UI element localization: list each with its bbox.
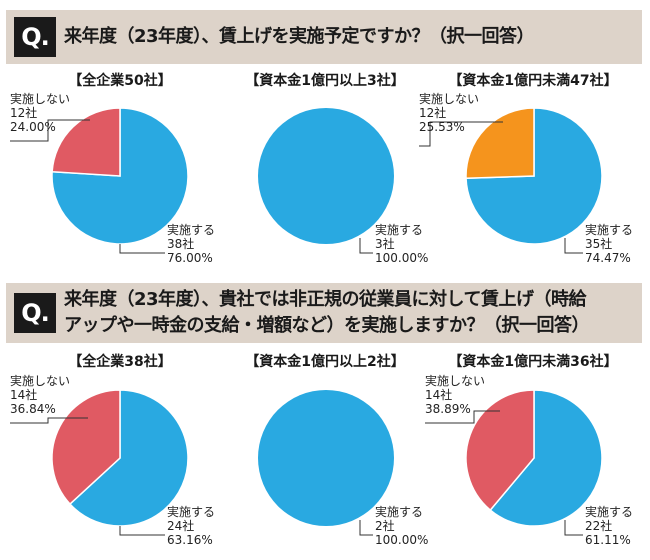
question-2-line-1: 来年度（23年度）、貴社では非正規の従業員に対して賃上げ（時給 <box>64 289 587 310</box>
pie-1-slice-1-leader-line <box>119 244 165 254</box>
question-1-line-1: 来年度（23年度）、賃上げを実施予定ですか？（択一回答） <box>64 26 535 47</box>
pie-6-slice-1-label: 実施する 22社 61.11% <box>585 505 634 547</box>
question-1-text: 来年度（23年度）、賃上げを実施予定ですか？（択一回答） <box>64 24 535 50</box>
pie-3-slice-2-leader-line <box>419 121 503 147</box>
question-1-badge: Q. <box>14 17 56 57</box>
pie-5-slice-1-leader-line <box>359 520 373 536</box>
pie-6-slice-2 <box>465 389 535 512</box>
pie-6-title: 【資本金1億円未満36社】 <box>448 354 618 370</box>
pie-1-title: 【全企業50社】 <box>68 73 172 89</box>
pie-4-slice-2-label: 実施しない 14社 36.84% <box>10 374 71 416</box>
pie-6-slice-1 <box>489 389 603 527</box>
pie-2-slice-1-label: 実施する 3社 100.00% <box>375 223 429 265</box>
pie-2-slice-1-leader-line <box>359 238 373 254</box>
question-2-badge: Q. <box>14 293 56 333</box>
pie-6-slice-2-label: 実施しない 14社 38.89% <box>425 374 486 416</box>
pie-5-slice-1-label: 実施する 2社 100.00% <box>375 505 429 547</box>
pie-3-slice-2 <box>465 107 535 180</box>
question-1-bar: Q. 来年度（23年度）、賃上げを実施予定ですか？（択一回答） <box>6 10 642 64</box>
pie-4-slice-1 <box>68 389 189 527</box>
pie-6-slice-1-leader-line <box>564 520 583 536</box>
question-2-line-2: アップや一時金の支給・増額など）を実施しますか？（択一回答） <box>64 315 590 336</box>
pie-4-slice-2 <box>51 389 121 506</box>
pie-3-slice-1-label: 実施する 35社 74.47% <box>585 223 634 265</box>
pie-2-title: 【資本金1億円以上3社】 <box>245 73 405 89</box>
pie-1-slice-1-label: 実施する 38社 76.00% <box>167 223 216 265</box>
pie-5-title: 【資本金1億円以上2社】 <box>245 354 405 370</box>
pie-4-title: 【全企業38社】 <box>68 354 172 370</box>
pie-1-slice-2-leader-line <box>10 119 90 142</box>
pie-3-slice-1-leader-line <box>564 238 583 254</box>
question-2-bar: Q. 来年度（23年度）、貴社では非正規の従業員に対して賃上げ（時給 アップや一… <box>6 283 642 343</box>
question-2-text: 来年度（23年度）、貴社では非正規の従業員に対して賃上げ（時給 アップや一時金の… <box>64 287 590 339</box>
pie-1-slice-2-label: 実施しない 12社 24.00% <box>10 92 71 134</box>
pie-3-slice-2-label: 実施しない 12社 25.53% <box>419 92 480 134</box>
pie-3-title: 【資本金1億円未満47社】 <box>448 73 618 89</box>
pie-4-slice-2-leader-line <box>10 417 88 424</box>
pie-4-slice-1-label: 実施する 24社 63.16% <box>167 505 216 547</box>
pie-6-slice-2-leader-line <box>425 410 500 424</box>
pie-1-slice-2 <box>51 107 121 177</box>
pie-4-slice-1-leader-line <box>119 526 165 536</box>
pie-5-slice-1 <box>258 390 394 526</box>
pie-2-slice-1 <box>258 108 394 244</box>
